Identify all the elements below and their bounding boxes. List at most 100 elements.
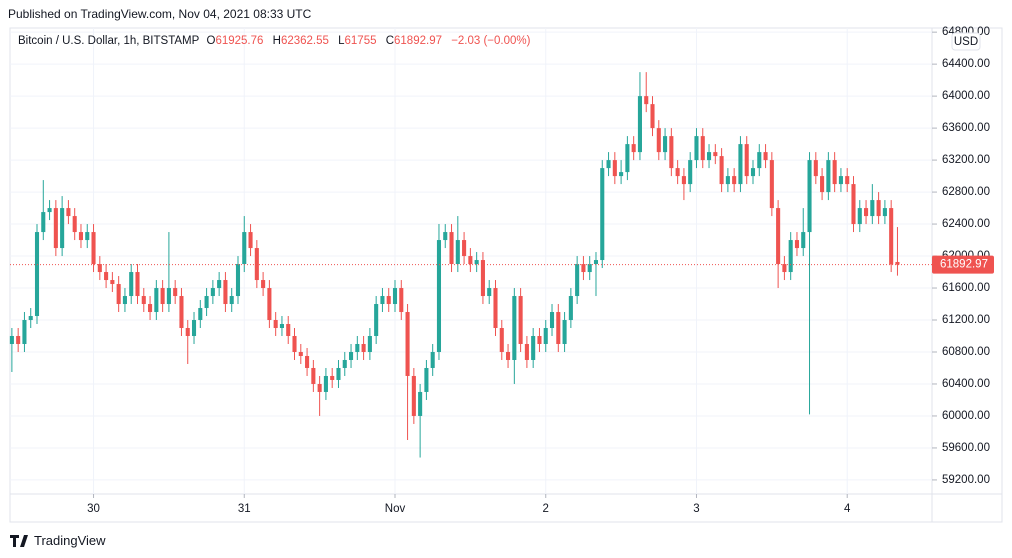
candle-body	[179, 296, 184, 329]
candle-body	[474, 260, 479, 265]
candle-body	[480, 260, 485, 297]
candle-body	[462, 240, 467, 257]
candle-body	[91, 232, 96, 265]
candle-body	[22, 320, 27, 344]
y-tick-label: 60400.00	[942, 378, 990, 390]
candle-body	[826, 160, 831, 193]
candle-body	[85, 232, 90, 241]
candle-body	[198, 308, 203, 321]
candle-body	[430, 351, 435, 368]
candle-body	[72, 216, 77, 233]
candle-body	[367, 336, 372, 352]
candle-body	[832, 160, 837, 185]
candle-body	[870, 200, 875, 217]
candle-body	[41, 212, 46, 233]
candle-body	[122, 296, 127, 305]
candle-body	[235, 264, 241, 297]
candle-body	[361, 343, 366, 352]
currency-label: USD	[954, 36, 978, 48]
candle-body	[242, 232, 247, 265]
candle-body	[556, 312, 561, 344]
candle-body	[738, 144, 743, 185]
candle-body	[311, 367, 316, 384]
candle-body	[688, 160, 693, 185]
candle-body	[851, 184, 856, 225]
candle-body	[587, 264, 592, 273]
candle-body	[110, 280, 115, 285]
candle-body	[166, 288, 171, 305]
candle-body	[543, 328, 548, 344]
candle-body	[336, 367, 341, 380]
candle-body	[468, 256, 473, 265]
candle-body	[568, 296, 573, 321]
candle-body	[78, 232, 84, 241]
last-price-box	[932, 255, 994, 274]
legend-letter: L	[338, 35, 345, 47]
currency-box	[951, 32, 981, 51]
candle-body	[725, 176, 730, 185]
candle-body	[436, 240, 442, 352]
candle-body	[549, 312, 555, 329]
candle-body	[675, 168, 680, 177]
candle-body	[631, 144, 636, 153]
chart-frame	[9, 27, 1003, 523]
legend-letter: C	[385, 35, 395, 47]
candle-body	[348, 351, 354, 360]
legend-value: 61925.76	[215, 35, 264, 47]
candle-body	[794, 240, 800, 249]
candle-body	[593, 260, 599, 265]
candle-body	[499, 328, 504, 352]
candle-body	[323, 375, 328, 392]
candle-body	[135, 272, 140, 297]
candle-body	[531, 336, 536, 360]
candle-body	[713, 152, 718, 157]
candle-body	[405, 312, 410, 376]
candle-body	[66, 208, 71, 217]
candle-body	[97, 264, 102, 273]
candle-body	[813, 160, 818, 177]
candle-body	[223, 280, 228, 305]
legend-change: −2.03 (−0.00%)	[451, 35, 531, 47]
candle-body	[34, 232, 40, 317]
y-tick-label: 63200.00	[942, 154, 990, 166]
candle-body	[217, 280, 222, 289]
candle-body	[744, 144, 749, 177]
candle-body	[581, 264, 586, 273]
candle-body	[719, 156, 724, 185]
candle-body	[254, 248, 259, 281]
y-tick-label: 63600.00	[942, 122, 990, 134]
candle-body	[493, 288, 498, 329]
candle-body	[788, 240, 793, 273]
candle-body	[261, 280, 266, 289]
candle-body	[330, 375, 335, 380]
candle-body	[801, 232, 806, 249]
candle-body	[769, 160, 774, 209]
candle-body	[838, 176, 843, 185]
candle-body	[185, 328, 190, 337]
y-tick-label: 60000.00	[942, 410, 990, 422]
candle-body	[455, 240, 460, 265]
candle-body	[248, 232, 253, 249]
candle-body	[864, 208, 869, 217]
logo	[10, 535, 28, 547]
published-note: Published on TradingView.com, Nov 04, 20…	[8, 7, 312, 21]
candle-body	[9, 336, 14, 344]
y-tick-label: 61200.00	[942, 314, 990, 326]
candle-body	[355, 343, 360, 352]
candle-body	[191, 320, 197, 337]
candle-body	[612, 160, 617, 177]
legend-letter: H	[272, 35, 281, 47]
candle-body	[889, 208, 894, 265]
candle-body	[663, 136, 668, 153]
legend: Bitcoin / U.S. Dollar, 1h, BITSTAMP O619…	[18, 35, 536, 47]
candle-body	[298, 351, 303, 356]
candles	[9, 72, 932, 458]
candle-body	[154, 288, 159, 313]
candle-body	[141, 296, 146, 305]
candle-body	[637, 96, 642, 153]
legend-letter: O	[206, 35, 216, 47]
candle-body	[374, 304, 379, 337]
candle-body	[625, 144, 630, 173]
candle-body	[606, 160, 611, 169]
